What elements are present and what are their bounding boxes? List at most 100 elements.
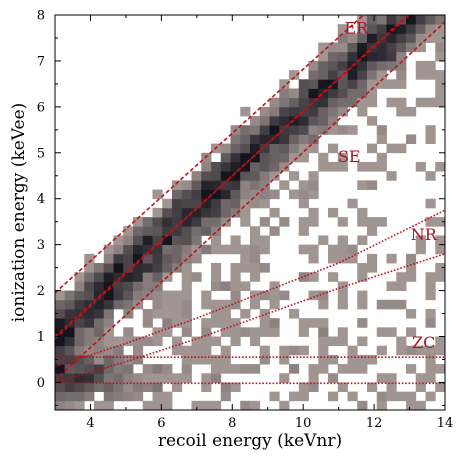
heatmap-cell <box>269 207 280 218</box>
heatmap-cell <box>435 42 445 53</box>
heatmap-cell <box>298 318 309 328</box>
heatmap-cell <box>74 373 85 383</box>
heatmap-cell <box>279 125 290 135</box>
heatmap-cell <box>211 308 222 319</box>
heatmap-cell <box>318 125 329 135</box>
heatmap-cell <box>318 354 329 365</box>
heatmap-cell <box>269 161 280 172</box>
heatmap-cell <box>201 161 212 172</box>
heatmap-cell <box>84 290 95 301</box>
heatmap-cell <box>318 70 329 80</box>
heatmap-cell <box>181 318 192 328</box>
heatmap-cell <box>250 336 261 347</box>
heatmap-cell <box>230 364 241 374</box>
heatmap-cell <box>230 171 241 181</box>
heatmap-cell <box>55 382 66 393</box>
heatmap-cell <box>337 106 348 117</box>
heatmap-cell <box>435 97 445 108</box>
heatmap-cell <box>220 308 231 319</box>
heatmap-cell <box>250 253 261 264</box>
heatmap-cell <box>406 106 417 117</box>
heatmap-cell <box>376 51 387 62</box>
heatmap-cell <box>269 134 280 145</box>
x-tick-label: 12 <box>366 416 383 431</box>
heatmap-cell <box>55 345 66 356</box>
heatmap-cell <box>142 235 153 246</box>
heatmap-cell <box>298 116 309 126</box>
heatmap-cell <box>357 180 368 190</box>
heatmap-cell <box>396 60 407 71</box>
heatmap-cell <box>172 189 183 200</box>
heatmap-cell <box>435 161 445 172</box>
heatmap-cell <box>396 299 407 310</box>
heatmap-cell <box>94 336 105 347</box>
heatmap-cell <box>152 253 163 264</box>
heatmap-cell <box>220 217 231 227</box>
heatmap-cell <box>142 336 153 347</box>
heatmap-cell <box>133 235 144 246</box>
heatmap-cell <box>347 70 358 80</box>
heatmap-cell <box>211 336 222 347</box>
heatmap-cell <box>123 336 134 347</box>
heatmap-cell <box>337 364 348 374</box>
heatmap-cell <box>211 217 222 227</box>
heatmap-cell <box>113 354 124 365</box>
heatmap-cell <box>386 281 397 291</box>
heatmap-cell <box>376 391 387 402</box>
heatmap-cell <box>367 60 378 71</box>
heatmap-cell <box>308 134 319 145</box>
heatmap-cell <box>367 116 378 126</box>
heatmap-cell <box>269 281 280 291</box>
heatmap-cell <box>308 217 319 227</box>
heatmap-cell <box>220 189 231 200</box>
heatmap-cell <box>328 272 339 282</box>
heatmap-cell <box>240 364 251 374</box>
x-tick-label: 8 <box>228 416 236 431</box>
heatmap-cell <box>386 391 397 402</box>
heatmap-cell <box>103 382 114 393</box>
heatmap-cell <box>289 345 300 356</box>
heatmap-cell <box>425 70 436 80</box>
heatmap-cell <box>162 217 173 227</box>
heatmap-cell <box>435 15 445 25</box>
heatmap-cell <box>240 207 251 218</box>
heatmap-cell <box>103 244 114 255</box>
heatmap-cell <box>328 373 339 383</box>
heatmap-cell <box>318 152 329 163</box>
heatmap-cell <box>152 217 163 227</box>
heatmap-cell <box>74 272 85 282</box>
heatmap-cell <box>347 364 358 374</box>
heatmap-cell <box>211 161 222 172</box>
heatmap-cell <box>396 51 407 62</box>
heatmap-cell <box>279 134 290 145</box>
heatmap-cell <box>337 290 348 301</box>
heatmap-cell <box>415 244 426 255</box>
heatmap-cell <box>94 354 105 365</box>
heatmap-cell <box>337 244 348 255</box>
heatmap-cell <box>94 373 105 383</box>
heatmap-cell <box>328 42 339 53</box>
heatmap-cell <box>337 79 348 89</box>
heatmap-cell <box>298 134 309 145</box>
heatmap-cell <box>230 134 241 145</box>
heatmap-cell <box>415 400 426 410</box>
heatmap-cell <box>230 143 241 154</box>
heatmap-cell <box>172 308 183 319</box>
heatmap-cell <box>347 345 358 356</box>
heatmap-cell <box>123 382 134 393</box>
heatmap-cell <box>191 235 202 246</box>
x-tick-label: 10 <box>295 416 312 431</box>
heatmap-cell <box>64 354 75 365</box>
heatmap-cell <box>415 33 426 43</box>
heatmap-cell <box>425 33 436 43</box>
heatmap-cell <box>347 79 358 89</box>
heatmap-cell <box>240 308 251 319</box>
heatmap-cell <box>386 97 397 108</box>
heatmap-cell <box>191 244 202 255</box>
heatmap-cell <box>328 391 339 402</box>
heatmap-cell <box>376 299 387 310</box>
heatmap-cell <box>152 290 163 301</box>
heatmap-cell <box>425 391 436 402</box>
heatmap-cell <box>181 189 192 200</box>
